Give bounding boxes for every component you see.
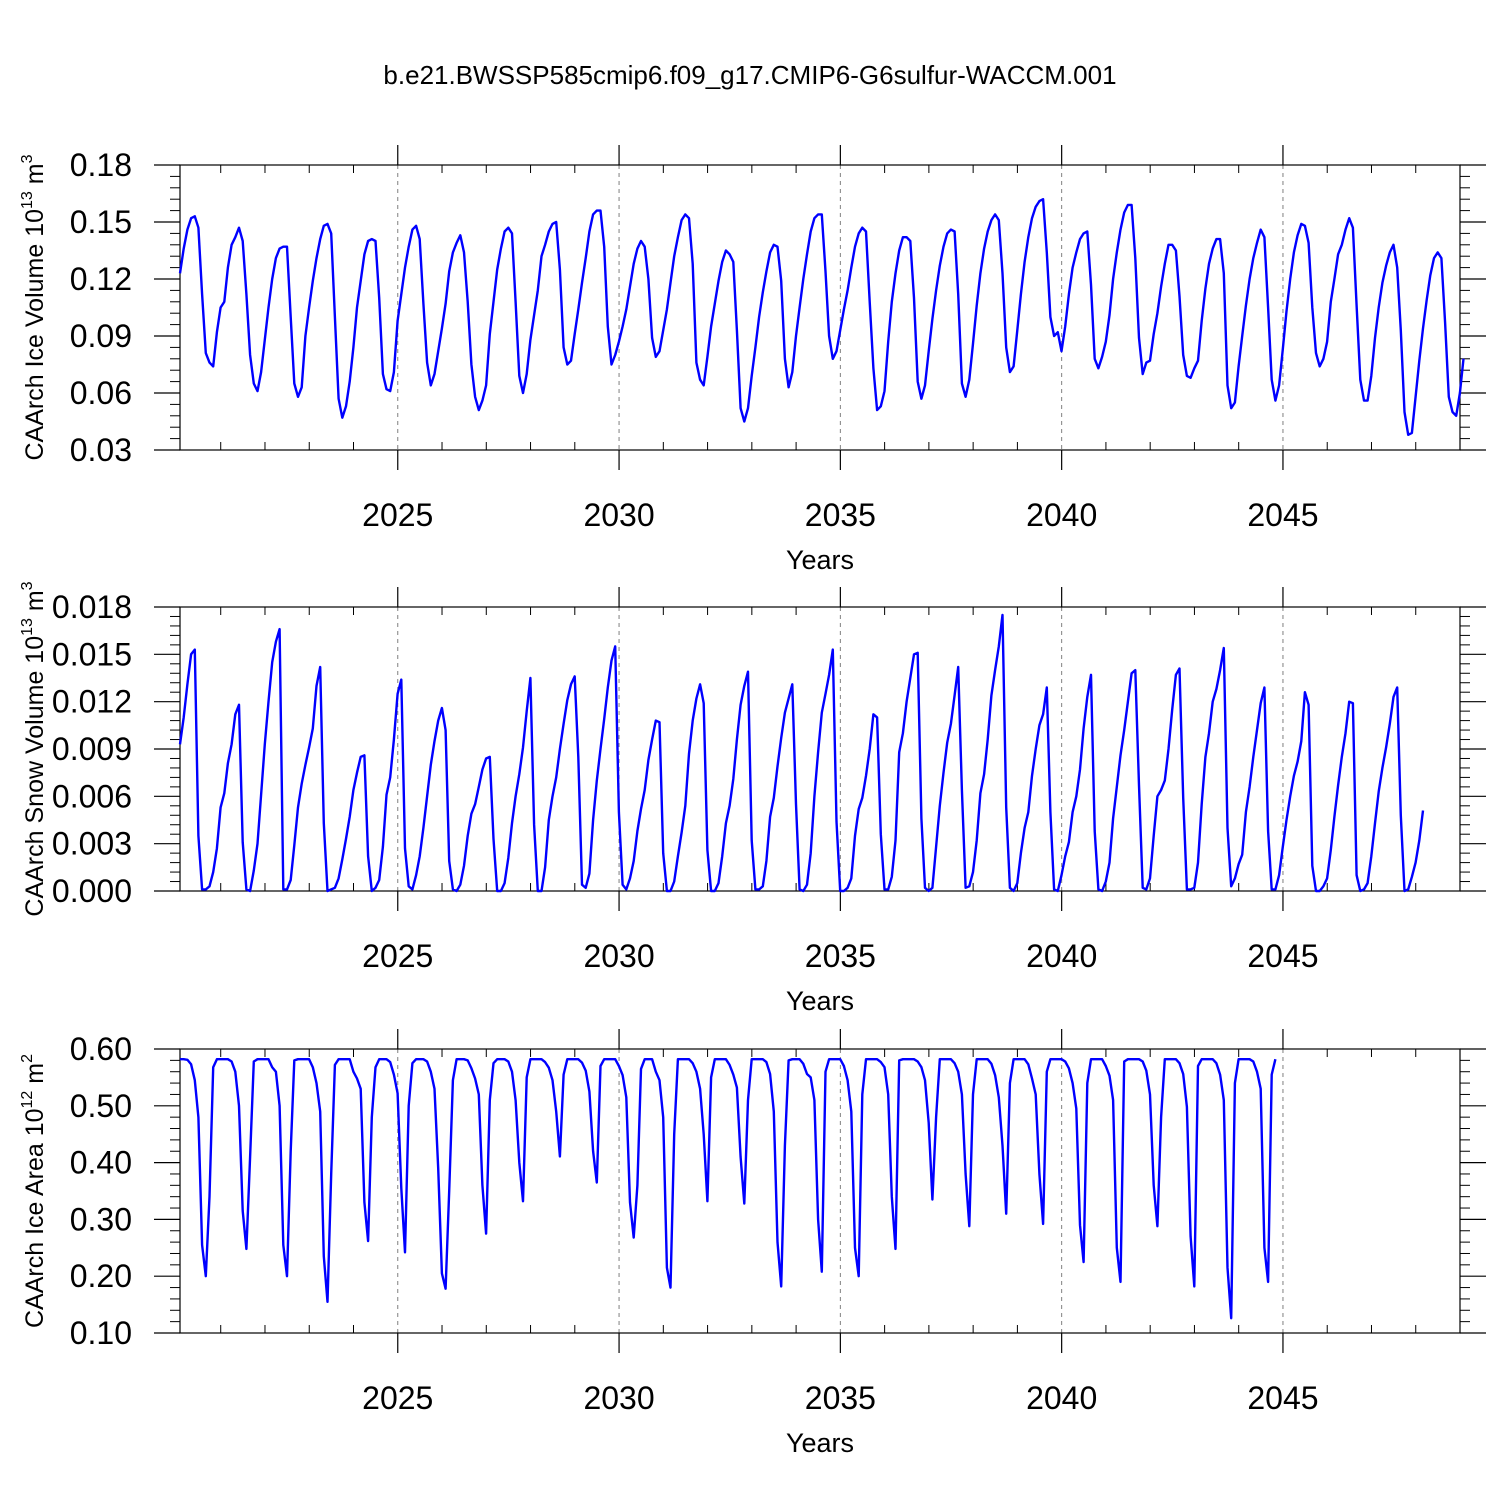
panel-1: 2025 2030 2035 2040 2045 0.03 0.06 0.09 0.12 0.15… [19,145,1486,575]
y-tick-label: 0.60 [70,1031,132,1067]
y-tick-label: 0.012 [52,684,132,720]
x-tick-label: 2040 [1026,497,1097,533]
x-tick-label: 2045 [1247,497,1318,533]
plot-frame [179,164,1461,451]
y-tick-label: 0.40 [70,1145,132,1181]
y-axis-label: CAArch Ice Area 1012 m2 [19,1054,49,1328]
y-tick-label: 0.000 [52,873,132,909]
y-axis-label: CAArch Snow Volume 1013 m3 [19,581,49,916]
x-tick-label: 2025 [362,938,433,974]
plot-frame [179,606,1461,892]
y-tick-label: 0.003 [52,826,132,862]
figure-title: b.e21.BWSSP585cmip6.f09_g17.CMIP6-G6sulf… [383,60,1117,90]
x-tick-label: 2040 [1026,1380,1097,1416]
x-tick-label: 2030 [583,497,654,533]
y-tick-label: 0.018 [52,589,132,625]
x-tick-label: 2030 [583,938,654,974]
y-tick-label: 0.03 [70,432,132,468]
y-tick-label: 0.30 [70,1201,132,1237]
x-tick-label: 2030 [583,1380,654,1416]
x-axis-label: Years [786,986,854,1016]
y-tick-label: 0.009 [52,731,132,767]
y-tick-label: 0.18 [70,147,132,183]
y-tick-label: 0.20 [70,1258,132,1294]
y-tick-label: 0.10 [70,1315,132,1351]
y-axis-label: CAArch Ice Volume 1013 m3 [19,154,49,460]
x-axis-label: Years [786,1428,854,1458]
y-tick-label: 0.006 [52,778,132,814]
x-tick-label: 2035 [805,497,876,533]
plot-frame [179,1048,1461,1334]
x-tick-label: 2035 [805,938,876,974]
y-tick-label: 0.015 [52,636,132,672]
x-tick-label: 2025 [362,497,433,533]
y-tick-label: 0.12 [70,261,132,297]
x-tick-label: 2040 [1026,938,1097,974]
series-line [180,1057,1277,1320]
y-tick-label: 0.09 [70,318,132,354]
series-line [178,613,1425,893]
x-tick-label: 2025 [362,1380,433,1416]
x-tick-label: 2045 [1247,1380,1318,1416]
y-tick-label: 0.06 [70,375,132,411]
y-tick-label: 0.50 [70,1088,132,1124]
panel-2: 2025 2030 2035 2040 2045 0.000 0.003 0.006 0.009… [19,581,1486,1016]
y-tick-label: 0.15 [70,204,132,240]
x-tick-label: 2035 [805,1380,876,1416]
series-line [178,197,1465,436]
x-tick-label: 2045 [1247,938,1318,974]
x-axis-label: Years [786,545,854,575]
panel-3: 2025 2030 2035 2040 2045 0.10 0.20 0.30 0.40 0.50… [19,1029,1486,1458]
